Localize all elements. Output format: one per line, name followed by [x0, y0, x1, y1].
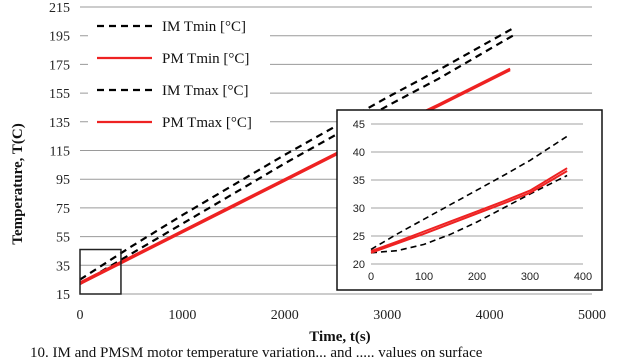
inset-x-tick-label-2: 200 — [468, 271, 486, 283]
y-tick-label-6: 135 — [49, 116, 70, 131]
inset-y-tick-label-0: 20 — [353, 259, 365, 271]
inset-chart: 20 25 30 35 40 45 0 100 200 300 400 — [336, 109, 603, 291]
y-tick-label-8: 175 — [49, 58, 70, 73]
inset-y-tick-label-2: 30 — [353, 203, 365, 215]
inset-series-line-2 — [370, 167, 568, 253]
legend-label-2: IM Tmax [°C] — [162, 83, 249, 99]
figure-caption: 10. IM and PMSM motor temperature variat… — [30, 345, 483, 358]
inset-gridlines — [371, 123, 583, 265]
inset-frame — [336, 109, 603, 291]
y-tick-label-5: 115 — [50, 145, 70, 160]
y-axis-label: Temperature, T(C) — [10, 123, 26, 244]
legend-label-3: PM Tmax [°C] — [162, 115, 252, 131]
x-tick-label-5: 5000 — [578, 308, 606, 323]
x-tick-label-2: 2000 — [271, 308, 299, 323]
x-tick-label-4: 4000 — [476, 308, 504, 323]
x-axis-label: Time, t(s) — [309, 329, 370, 345]
y-tick-label-7: 155 — [49, 87, 70, 102]
inset-x-tick-label-4: 400 — [574, 271, 592, 283]
y-tick-label-1: 35 — [56, 259, 70, 274]
y-tick-label-4: 95 — [56, 173, 70, 188]
inset-y-tick-label-3: 35 — [353, 175, 365, 187]
inset-series-lines — [370, 135, 568, 254]
inset-x-tick-label-3: 300 — [521, 271, 539, 283]
y-tick-label-10: 215 — [49, 1, 70, 16]
inset-x-tick-label-0: 0 — [368, 271, 374, 283]
inset-series-line-0 — [370, 174, 568, 254]
legend-background — [88, 10, 270, 136]
y-tick-label-9: 195 — [49, 30, 70, 45]
inset-tick-labels: 20 25 30 35 40 45 0 100 200 300 400 — [353, 119, 592, 283]
inset-series-line-1 — [370, 170, 568, 254]
inset-y-tick-label-4: 40 — [353, 147, 365, 159]
y-tick-label-3: 75 — [56, 202, 70, 217]
legend-label-0: IM Tmin [°C] — [162, 19, 246, 35]
x-tick-label-1: 1000 — [168, 308, 196, 323]
inset-y-tick-label-5: 45 — [353, 119, 365, 131]
x-tick-label-0: 0 — [77, 308, 84, 323]
inset-x-tick-label-1: 100 — [415, 271, 433, 283]
zoom-region-box — [79, 248, 122, 295]
x-tick-label-3: 3000 — [373, 308, 401, 323]
legend: IM Tmin [°C] PM Tmin [°C] IM Tmax [°C] PM T… — [88, 10, 270, 136]
inset-series-line-3 — [370, 135, 568, 251]
inset-y-tick-label-1: 25 — [353, 231, 365, 243]
y-tick-label-0: 15 — [56, 288, 70, 303]
y-tick-label-2: 55 — [56, 231, 70, 246]
legend-label-1: PM Tmin [°C] — [162, 51, 249, 67]
